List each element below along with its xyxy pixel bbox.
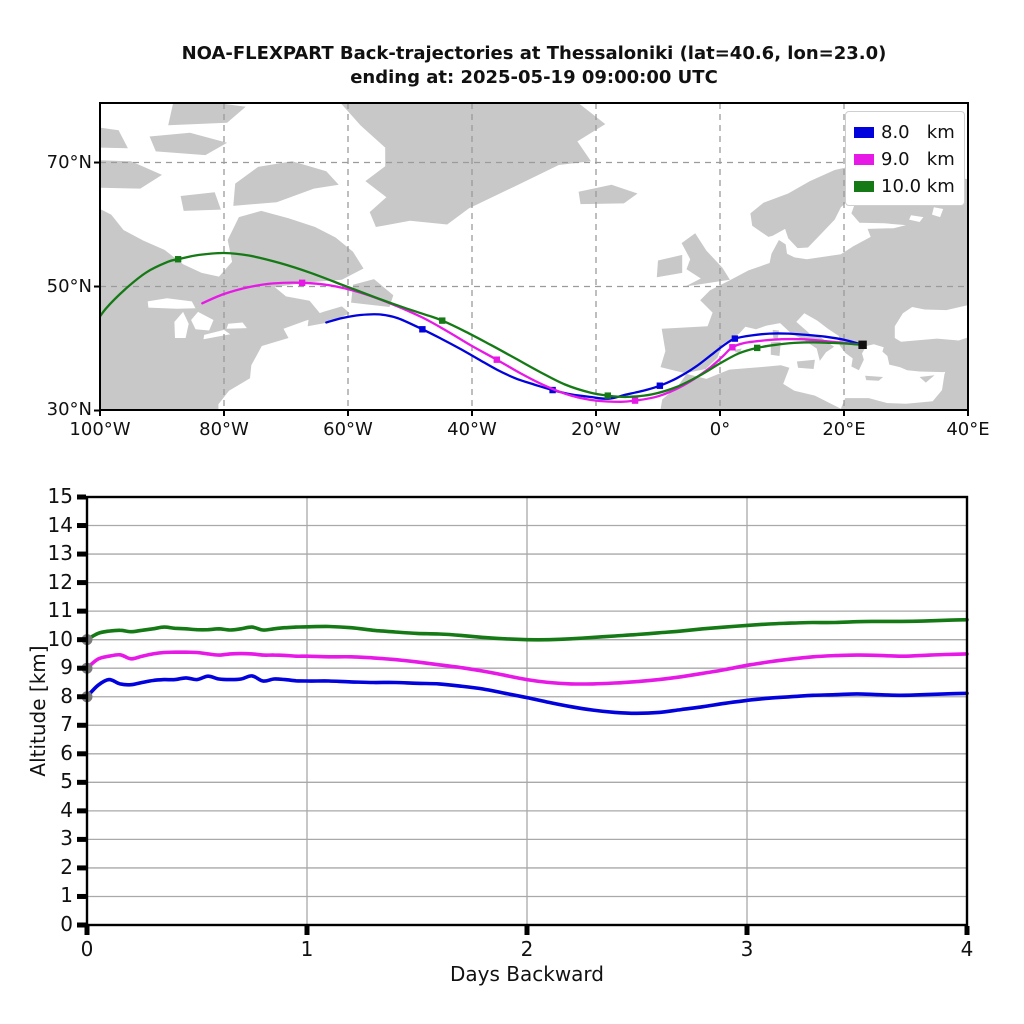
trajectory-day-marker (604, 392, 611, 399)
map-x-tick-label: 60°W (323, 419, 373, 440)
title-line-2: ending at: 2025-05-19 09:00:00 UTC (350, 67, 718, 88)
alt-y-tick-label: 12 (47, 569, 73, 594)
map-x-tick-label: 20°W (571, 419, 621, 440)
landmass (100, 127, 128, 149)
water-body (203, 329, 231, 340)
legend-swatch-green (854, 181, 874, 192)
altitude-series-80km (85, 674, 969, 716)
map-x-tick-label: 100°W (69, 419, 131, 440)
alt-y-tick-label: 13 (47, 541, 73, 566)
landmass (100, 160, 162, 189)
trajectory-day-marker (731, 335, 739, 342)
figure-title: NOA-FLEXPART Back-trajectories at Thessa… (40, 42, 1024, 90)
map-border (99, 102, 969, 411)
map-x-tick-label: 40°W (447, 419, 497, 440)
altitude-y-axis-title: Altitude [km] (26, 645, 50, 777)
altitude-x-axis-title: Days Backward (449, 962, 605, 986)
alt-y-tick-label: 3 (60, 826, 73, 851)
altitude-panel (77, 494, 970, 935)
legend-item-9km: 9.0 km (854, 146, 956, 173)
map-y-tick-label: 70°N (46, 151, 92, 173)
water-body (226, 322, 247, 329)
trajectory-day-marker (419, 326, 426, 333)
legend-label: 8.0 km (881, 122, 955, 143)
alt-x-tick-label: 4 (960, 937, 974, 961)
legend-swatch-magenta (854, 154, 874, 165)
water-body (909, 215, 924, 222)
map-panel (94, 102, 969, 416)
water-body (932, 207, 944, 218)
legend-label: 9.0 km (881, 149, 955, 170)
alt-y-tick-label: 9 (60, 655, 73, 680)
landmass (180, 192, 221, 211)
map-x-tick-label: 40°E (946, 419, 990, 440)
landmass (100, 209, 364, 410)
alt-y-tick-label: 4 (60, 797, 73, 822)
trajectory-day-marker (298, 279, 306, 286)
landmass (307, 306, 350, 327)
alt-y-tick-label: 0 (60, 912, 73, 936)
legend-swatch-blue (854, 127, 874, 138)
alt-y-tick-label: 2 (60, 854, 73, 879)
alt-y-tick-label: 11 (47, 598, 73, 623)
landmass (578, 184, 638, 205)
altitude-series-100km (85, 617, 969, 642)
alt-y-tick-label: 5 (60, 769, 73, 794)
landmass (168, 103, 246, 126)
legend-item-8km: 8.0 km (854, 119, 956, 146)
landmass (340, 103, 606, 227)
alt-x-tick-label: 2 (520, 937, 534, 961)
trajectory-day-marker (656, 382, 664, 389)
legend-item-10km: 10.0 km (854, 173, 956, 200)
trajectory-day-marker (174, 256, 182, 263)
water-body (191, 311, 214, 331)
landmass (656, 254, 683, 278)
trajectory-day-marker (729, 344, 736, 351)
legend-label: 10.0 km (881, 176, 955, 197)
alt-chart-border (85, 495, 969, 927)
alt-x-tick-label: 0 (80, 937, 94, 961)
alt-x-tick-label: 1 (300, 937, 314, 961)
alt-y-tick-label: 14 (47, 512, 73, 537)
water-body (147, 298, 196, 309)
trajectory-day-marker (631, 397, 639, 404)
landmass (660, 365, 968, 410)
map-y-tick-label: 30°N (46, 399, 92, 420)
altitude-series-90km (85, 650, 969, 686)
map-x-tick-label: 20°E (822, 419, 866, 440)
alt-y-tick-label: 6 (60, 740, 73, 765)
landmass (681, 233, 730, 287)
map-x-tick-label: 0° (709, 419, 731, 440)
alt-y-tick-label: 7 (60, 712, 73, 737)
alt-y-tick-label: 8 (60, 683, 73, 708)
trajectory-day-marker (754, 344, 761, 352)
trajectory-end-marker (858, 340, 867, 349)
map-y-tick-label: 50°N (46, 275, 92, 297)
map-x-tick-label: 80°W (199, 419, 249, 440)
trajectory-map (94, 102, 969, 416)
landmass (919, 375, 935, 383)
alt-y-tick-label: 10 (47, 626, 73, 651)
alt-x-tick-label: 3 (740, 937, 754, 961)
landmass (660, 160, 968, 374)
trajectory-90km (201, 281, 864, 403)
title-line-1: NOA-FLEXPART Back-trajectories at Thessa… (181, 43, 887, 64)
map-legend: 8.0 km 9.0 km 10.0 km (845, 111, 965, 206)
map-layers (100, 103, 968, 410)
landmass (233, 161, 339, 206)
landmass (865, 375, 884, 381)
landmass (796, 359, 815, 369)
trajectory-day-marker (439, 317, 446, 324)
water-body (174, 311, 189, 338)
alt-y-tick-label: 1 (60, 883, 73, 908)
alt-y-tick-label: 15 (47, 484, 73, 508)
landmass (149, 132, 228, 156)
altitude-chart (77, 494, 970, 935)
trajectory-day-marker (493, 356, 500, 363)
